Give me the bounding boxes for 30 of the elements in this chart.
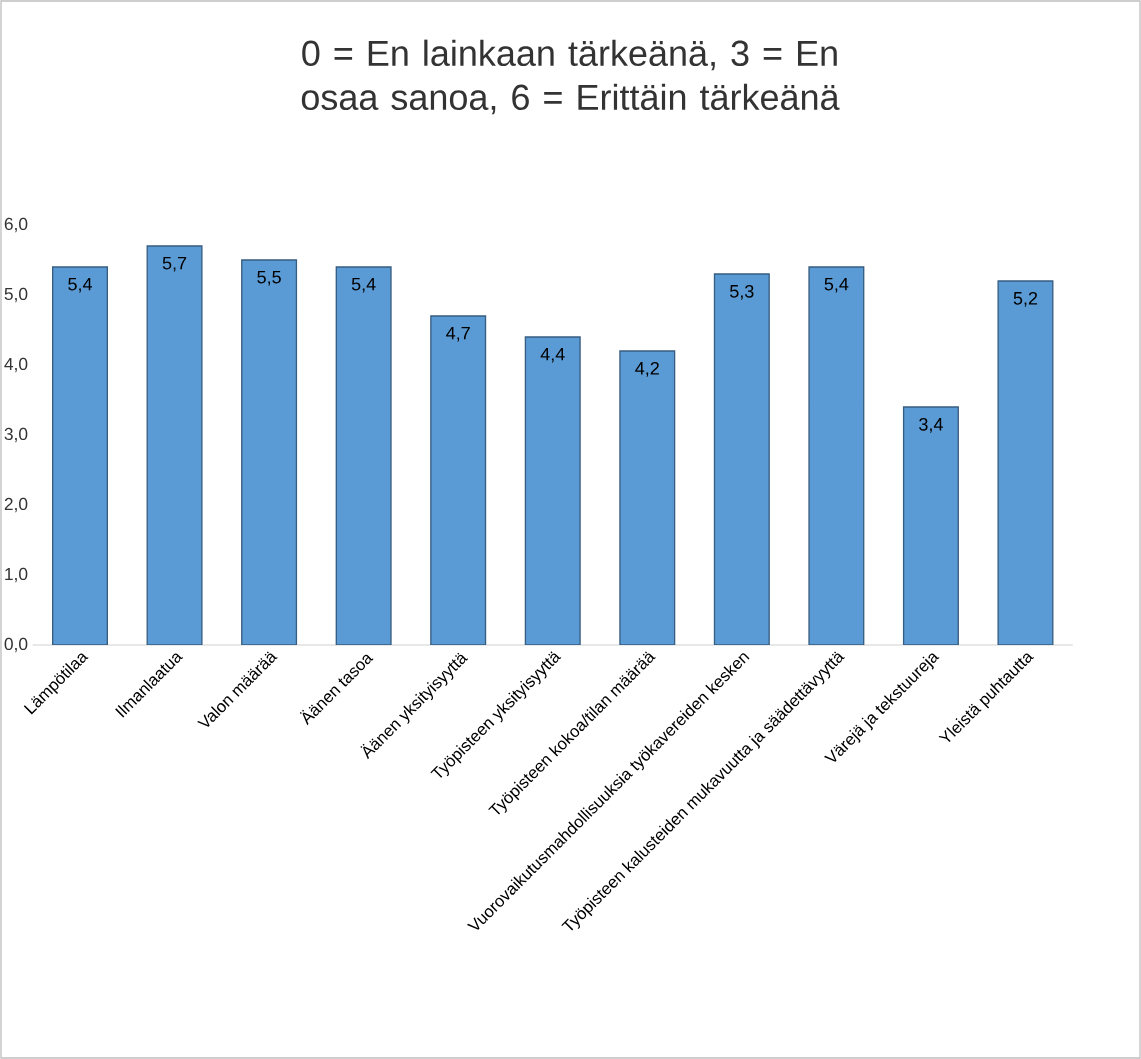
y-tick-label: 5,0 xyxy=(4,287,28,303)
y-tick-label: 4,0 xyxy=(4,357,28,373)
data-label: 5,3 xyxy=(730,284,754,300)
data-label: 4,2 xyxy=(635,361,659,377)
data-label: 4,7 xyxy=(446,326,470,342)
data-label: 5,4 xyxy=(824,277,849,293)
bar xyxy=(241,259,298,645)
data-label: 4,4 xyxy=(540,347,565,363)
bar xyxy=(335,266,392,645)
data-label: 5,5 xyxy=(257,270,281,286)
y-tick-label: 6,0 xyxy=(4,217,28,233)
bar xyxy=(808,266,865,645)
y-tick-label: 2,0 xyxy=(4,497,28,513)
data-label: 5,7 xyxy=(162,256,187,272)
data-label: 5,4 xyxy=(351,277,376,293)
y-tick-label: 3,0 xyxy=(4,427,28,443)
data-label: 5,2 xyxy=(1013,291,1038,307)
data-label: 5,4 xyxy=(68,277,92,293)
bar xyxy=(146,245,203,645)
bar xyxy=(997,280,1054,645)
bar xyxy=(430,315,487,645)
data-label: 3,4 xyxy=(919,417,943,433)
bar xyxy=(619,350,676,645)
bar xyxy=(524,336,581,645)
bar xyxy=(713,273,770,645)
y-tick-label: 0,0 xyxy=(4,637,28,653)
chart-title: 0 = En lainkaan tärkeänä, 3 = En osaa sanoa, 6 = Erittäin tärkeänä xyxy=(301,39,840,115)
y-tick-label: 1,0 xyxy=(5,567,28,583)
bar xyxy=(52,266,108,645)
bar xyxy=(902,406,959,645)
